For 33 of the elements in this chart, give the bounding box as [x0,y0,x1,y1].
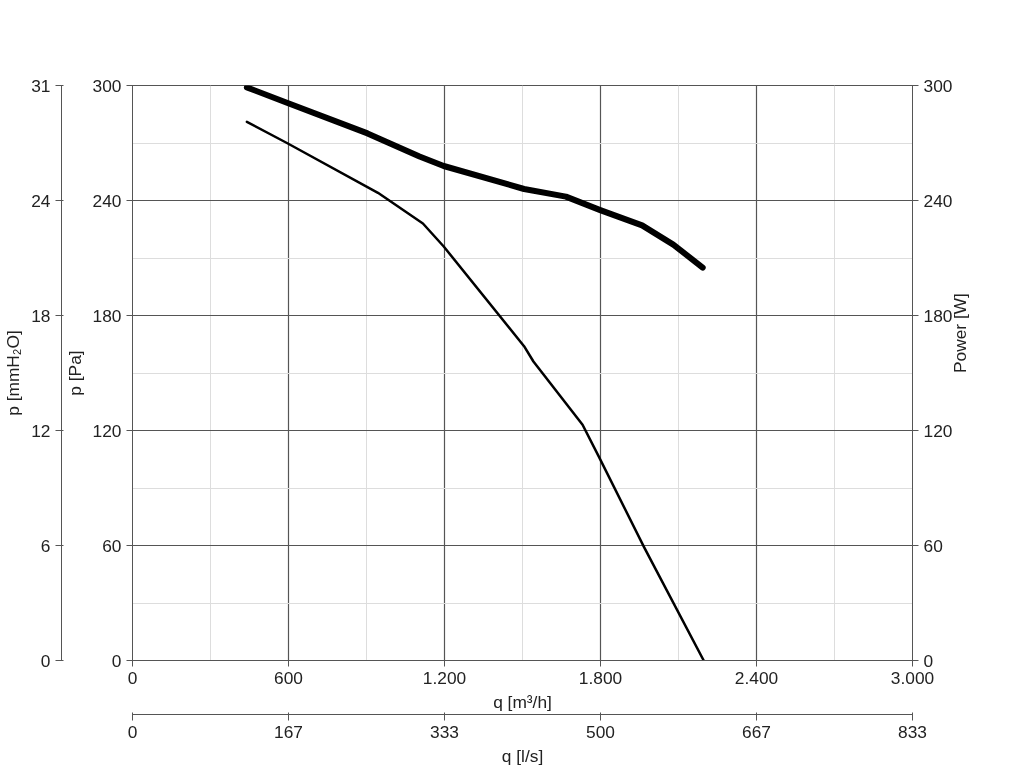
y-tick-label: 0 [111,650,122,671]
line-series [245,120,705,661]
x-tick-label: 2.400 [734,667,779,688]
y3-axis-title: p [mmH₂O] [3,330,24,416]
y-tick-label: 180 [92,305,122,326]
y-tick-label: 60 [102,535,122,556]
x-tick-label: 1.200 [422,667,467,688]
y-axis-title: p [Pa] [64,350,85,396]
x-tick-label: 1.800 [578,667,623,688]
y3-tick-label: 31 [31,75,51,96]
x-axis-title: q [m³/h] [493,691,552,712]
x2-axis-title: q [l/s] [501,745,544,766]
y3-tick-label: 6 [40,535,51,556]
y2-tick-label: 180 [923,305,953,326]
y-tick-label: 300 [92,75,122,96]
y3-tick-label: 0 [40,650,51,671]
y3-tick-label: 18 [31,305,51,326]
y-tick-label: 240 [92,190,122,211]
x2-tick-label: 333 [430,721,459,742]
y2-tick-label: 120 [923,420,953,441]
x2-tick-label: 167 [274,721,303,742]
y3-tick-label: 24 [31,190,51,211]
y2-tick-label: 60 [923,535,943,556]
x2-tick-label: 500 [586,721,615,742]
x2-tick-label: 833 [898,721,927,742]
y3-tick-label: 12 [31,420,51,441]
y2-tick-label: 240 [923,190,953,211]
y2-tick-label: 300 [923,75,953,96]
x2-tick-label: 667 [742,721,772,742]
y-tick-label: 120 [92,420,122,441]
x-tick-label: 0 [127,667,138,688]
x-tick-label: 600 [274,667,303,688]
x2-tick-label: 0 [127,721,138,742]
